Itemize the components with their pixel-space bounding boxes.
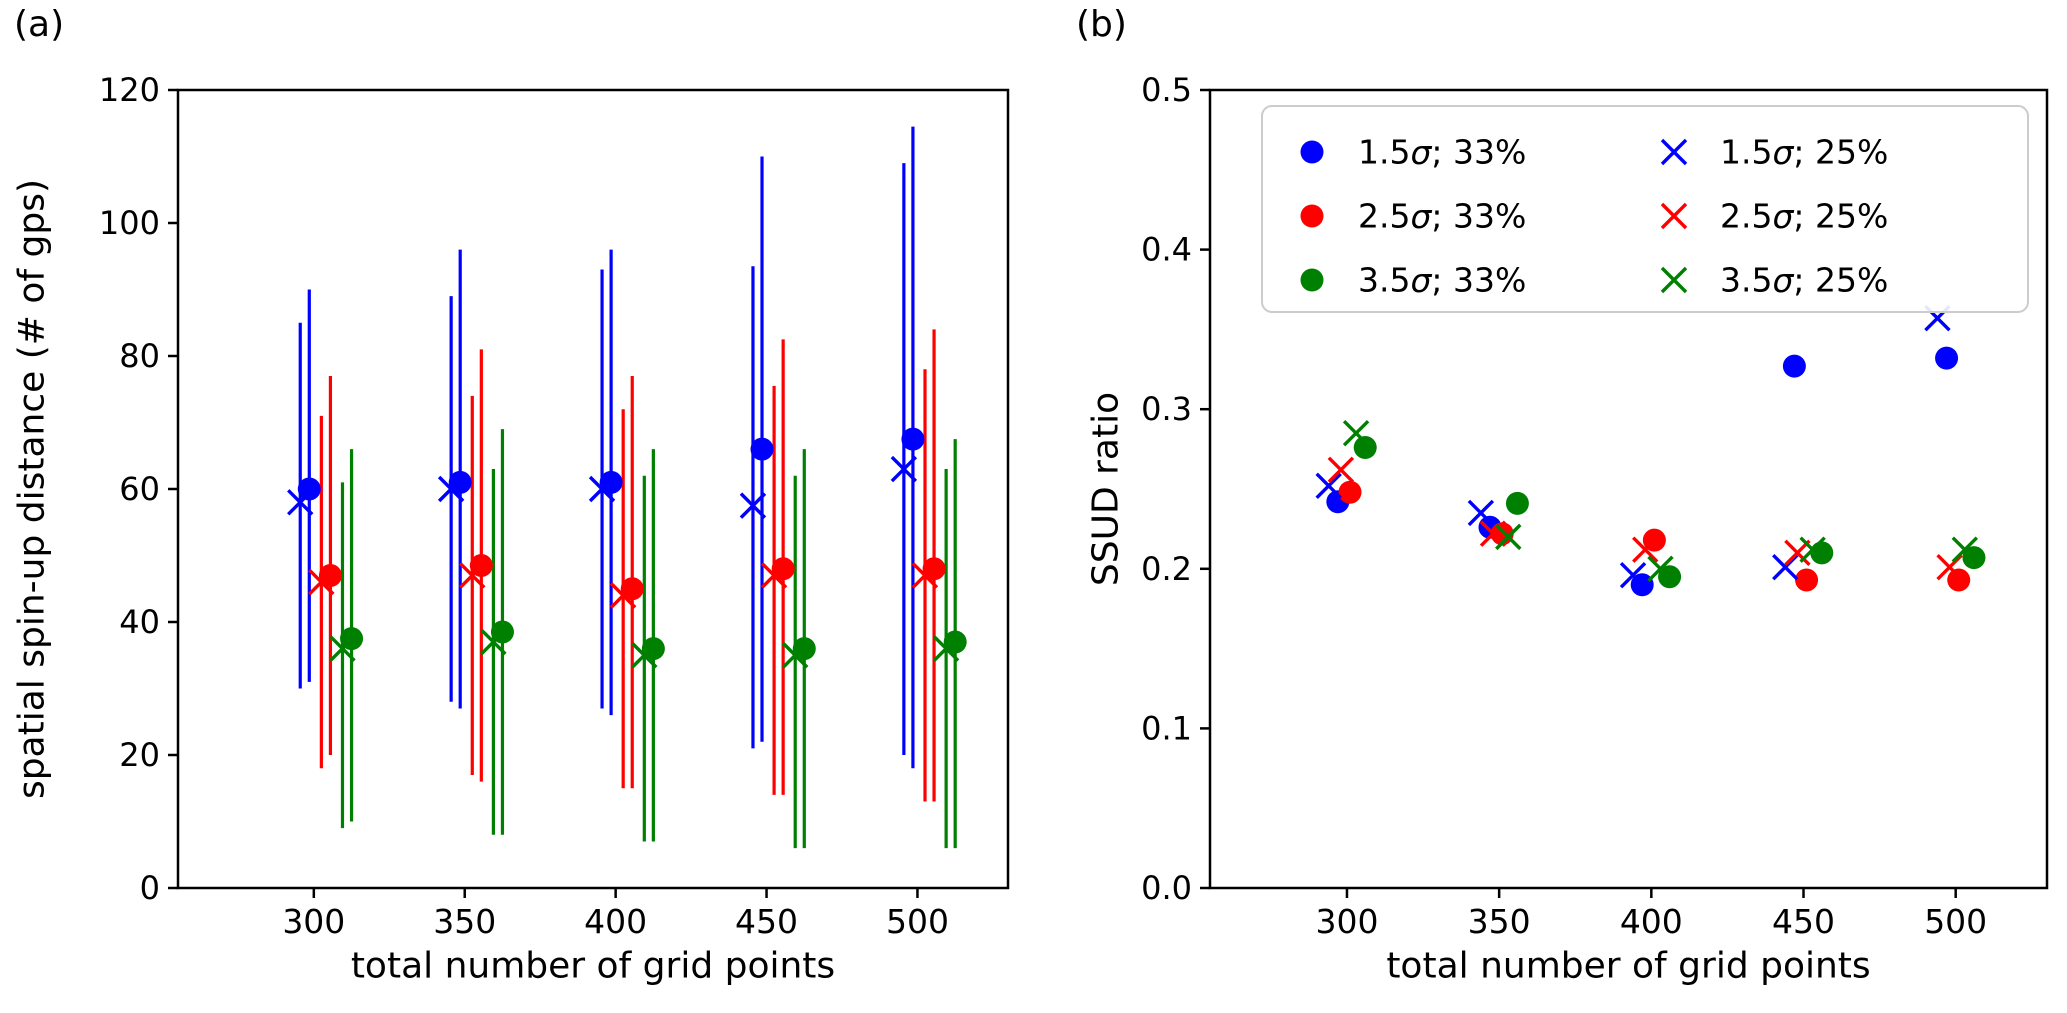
x-axis-label: total number of grid points bbox=[1386, 946, 1870, 987]
x-tick-label: 350 bbox=[433, 902, 496, 941]
marker-x bbox=[1479, 520, 1507, 547]
y-tick-label: 80 bbox=[119, 337, 160, 375]
legend-label: 1.5σ; 33% bbox=[1358, 133, 1526, 172]
marker-circle bbox=[1505, 491, 1529, 515]
marker-x bbox=[911, 562, 939, 589]
marker-x bbox=[459, 562, 486, 589]
legend-marker-x bbox=[1660, 266, 1688, 294]
y-axis-label: spatial spin-up distance (# of gps) bbox=[12, 179, 53, 799]
y-tick-label: 60 bbox=[119, 470, 160, 508]
plot-border bbox=[176, 88, 1010, 890]
x-tick-label: 500 bbox=[886, 902, 949, 941]
chart-panel-b: 0.0 0.1 0.2 0.3 0.4 0.5 300 350 400 450 500 total n… bbox=[1086, 71, 2049, 987]
marker-circle bbox=[599, 470, 623, 494]
y-tick-label: 100 bbox=[99, 204, 160, 242]
marker-x bbox=[329, 635, 356, 662]
legend-box bbox=[1261, 105, 2029, 313]
marker-x bbox=[1632, 536, 1659, 563]
marker-x bbox=[1327, 456, 1355, 484]
marker-circle bbox=[318, 563, 342, 587]
x-tick-label: 400 bbox=[584, 902, 647, 941]
y-tick-label: 0.1 bbox=[1141, 709, 1192, 747]
y-axis-label: SSUD ratio bbox=[1086, 392, 1127, 586]
marker-x bbox=[1799, 536, 1826, 563]
y-tick-label: 0.0 bbox=[1141, 869, 1192, 907]
x-axis-label: total number of grid points bbox=[351, 946, 835, 987]
marker-x bbox=[890, 455, 918, 483]
legend-label: 1.5σ; 25% bbox=[1720, 133, 1888, 172]
marker-x bbox=[782, 642, 809, 669]
x-tick-label: 450 bbox=[1772, 902, 1835, 941]
panel-a-label: (a) bbox=[14, 4, 65, 45]
x-tick-label: 300 bbox=[1315, 902, 1378, 941]
y-tick-label: 0 bbox=[140, 869, 160, 907]
marker-x bbox=[308, 568, 335, 596]
marker-circle bbox=[771, 557, 795, 581]
marker-circle bbox=[297, 477, 321, 501]
marker-x bbox=[1951, 536, 1979, 563]
marker-x bbox=[739, 492, 767, 519]
y-tick-label: 120 bbox=[99, 71, 160, 109]
legend-marker-circle bbox=[1300, 140, 1324, 164]
marker-x bbox=[588, 475, 616, 503]
marker-x bbox=[1784, 539, 1811, 567]
marker-circle bbox=[901, 427, 925, 451]
marker-circle bbox=[943, 630, 967, 654]
marker-x bbox=[1315, 472, 1342, 500]
y-tick-label: 40 bbox=[119, 603, 160, 641]
legend-label: 3.5σ; 25% bbox=[1720, 261, 1888, 300]
marker-x bbox=[480, 628, 507, 656]
marker-circle bbox=[1935, 346, 1959, 370]
y-tick-label: 20 bbox=[119, 736, 160, 774]
marker-x bbox=[1647, 555, 1674, 583]
y-tick-label: 0.3 bbox=[1141, 390, 1192, 428]
panel-b-label: (b) bbox=[1076, 4, 1127, 45]
legend-marker-x bbox=[1660, 138, 1688, 166]
x-tick-label: 500 bbox=[1924, 902, 1987, 941]
marker-circle bbox=[1353, 436, 1377, 460]
marker-circle bbox=[792, 637, 816, 661]
x-tick-label: 450 bbox=[735, 902, 798, 941]
marker-circle bbox=[620, 577, 644, 601]
y-tick-label: 0.5 bbox=[1141, 71, 1192, 109]
plot-border bbox=[1208, 88, 2049, 890]
legend-marker-circle bbox=[1300, 268, 1324, 292]
marker-circle bbox=[448, 470, 472, 494]
marker-x bbox=[1342, 419, 1370, 447]
marker-x bbox=[1467, 499, 1495, 527]
x-tick-label: 300 bbox=[282, 902, 345, 941]
marker-x bbox=[1495, 523, 1522, 551]
y-tick-label: 0.2 bbox=[1141, 550, 1192, 588]
legend-marker-x bbox=[1660, 202, 1688, 230]
marker-x bbox=[631, 642, 658, 669]
marker-x bbox=[932, 635, 960, 662]
legend-label: 2.5σ; 25% bbox=[1720, 197, 1888, 236]
legend-marker-circle bbox=[1300, 204, 1324, 228]
marker-circle bbox=[641, 637, 665, 661]
legend-label: 2.5σ; 33% bbox=[1358, 197, 1526, 236]
legend-label: 3.5σ; 33% bbox=[1358, 261, 1526, 300]
marker-circle bbox=[1947, 568, 1971, 592]
y-tick-label: 0.4 bbox=[1141, 231, 1192, 269]
marker-x bbox=[609, 582, 637, 609]
chart-panel-a: 0 20 40 60 80 100 120 300 350 400 450 500 total numb… bbox=[12, 71, 1010, 987]
marker-x bbox=[760, 562, 788, 589]
marker-circle bbox=[1795, 568, 1819, 592]
marker-circle bbox=[1338, 480, 1362, 504]
marker-circle bbox=[750, 437, 774, 461]
marker-circle bbox=[922, 557, 946, 581]
marker-x bbox=[437, 475, 465, 503]
marker-circle bbox=[1782, 354, 1806, 378]
x-tick-label: 400 bbox=[1620, 902, 1683, 941]
marker-x bbox=[1619, 561, 1647, 589]
x-tick-label: 350 bbox=[1468, 902, 1531, 941]
marker-x bbox=[287, 489, 314, 516]
